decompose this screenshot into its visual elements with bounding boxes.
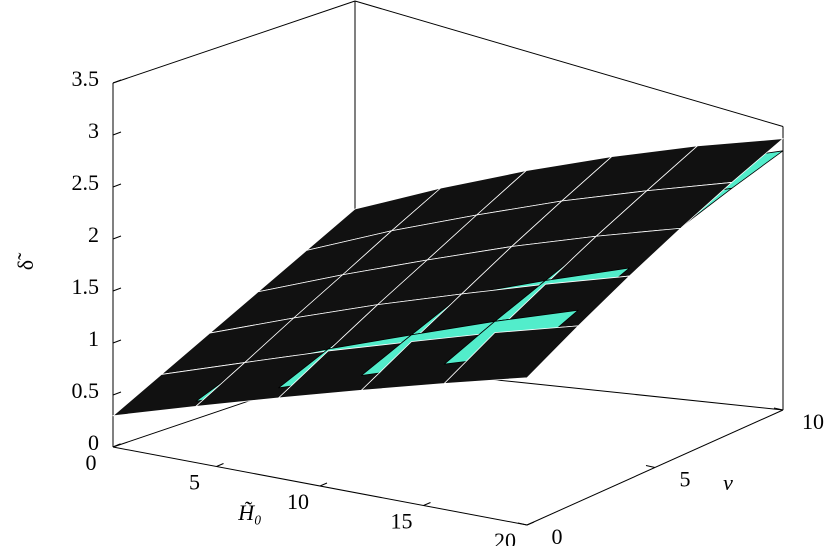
x-axis-label: H̃₀ [237, 500, 262, 525]
axes: 0 0.5 1 1.5 2 2.5 3 3.5 0 5 10 15 20 0 5 10 [72, 66, 825, 546]
surfaces [112, 138, 784, 417]
z-tick [112, 391, 122, 396]
y-tick-label: 5 [680, 467, 691, 492]
z-tick-label: 0 [88, 430, 99, 455]
x-tick [216, 463, 224, 467]
y-tick [773, 407, 784, 411]
z-tick [112, 131, 122, 136]
x-tick [319, 482, 328, 487]
x-tick-label: 0 [86, 450, 97, 475]
y-tick-label: 0 [552, 524, 563, 546]
x-tick-label: 20 [494, 528, 516, 546]
z-tick-label: 3 [88, 118, 99, 143]
z-tick-label: 2 [88, 222, 99, 247]
z-tick-label: 3.5 [72, 66, 100, 91]
z-tick-label: 1.5 [72, 274, 100, 299]
y-tick [645, 465, 656, 468]
surface-patch [443, 325, 579, 384]
z-tick [112, 287, 122, 292]
z-tick [112, 183, 122, 188]
x-tick-label: 15 [391, 509, 413, 534]
box-edge [112, 0, 356, 84]
z-axis-label: δ̃ [13, 252, 38, 270]
z-tick-label: 0.5 [72, 378, 100, 403]
z-tick-label: 2.5 [72, 170, 100, 195]
z-tick [112, 235, 122, 240]
z-tick [112, 339, 122, 344]
z-tick [112, 79, 122, 84]
x-tick [526, 521, 535, 526]
z-tick-label: 1 [88, 326, 99, 351]
y-tick-label: 10 [802, 409, 824, 434]
x-tick-label: 5 [189, 470, 200, 495]
x-tick [112, 443, 121, 448]
x-tick-label: 10 [287, 489, 309, 514]
box-edge [354, 0, 784, 127]
y-axis-label: ν [723, 470, 733, 495]
y-tick [517, 522, 528, 526]
x-tick [423, 502, 431, 506]
